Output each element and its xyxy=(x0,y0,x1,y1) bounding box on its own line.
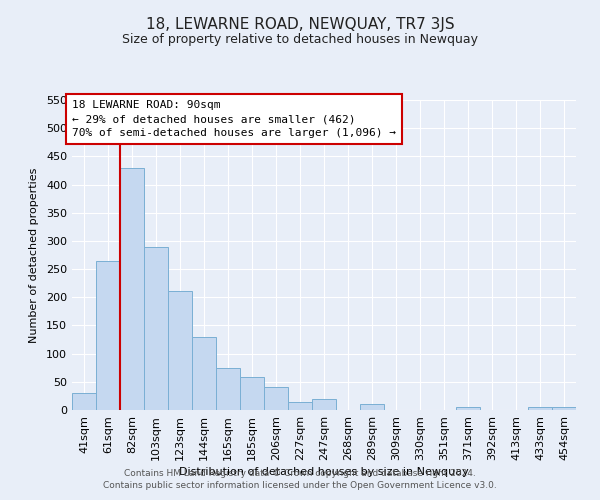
Bar xyxy=(528,407,552,410)
Bar xyxy=(192,336,216,410)
Bar xyxy=(456,407,480,410)
Bar xyxy=(120,168,144,410)
Text: Contains HM Land Registry data © Crown copyright and database right 2024.: Contains HM Land Registry data © Crown c… xyxy=(124,468,476,477)
Text: Size of property relative to detached houses in Newquay: Size of property relative to detached ho… xyxy=(122,32,478,46)
Bar xyxy=(288,402,312,410)
Y-axis label: Number of detached properties: Number of detached properties xyxy=(29,168,39,342)
Bar xyxy=(72,393,96,410)
Text: 18, LEWARNE ROAD, NEWQUAY, TR7 3JS: 18, LEWARNE ROAD, NEWQUAY, TR7 3JS xyxy=(146,18,454,32)
Bar xyxy=(360,404,384,410)
Text: 18 LEWARNE ROAD: 90sqm
← 29% of detached houses are smaller (462)
70% of semi-de: 18 LEWARNE ROAD: 90sqm ← 29% of detached… xyxy=(72,100,396,138)
Text: Contains public sector information licensed under the Open Government Licence v3: Contains public sector information licen… xyxy=(103,481,497,490)
Bar xyxy=(264,388,288,410)
Bar xyxy=(168,290,192,410)
Bar xyxy=(240,378,264,410)
Bar xyxy=(312,398,336,410)
Bar xyxy=(216,368,240,410)
Bar xyxy=(552,407,576,410)
X-axis label: Distribution of detached houses by size in Newquay: Distribution of detached houses by size … xyxy=(179,467,469,477)
Bar xyxy=(144,246,168,410)
Bar xyxy=(96,260,120,410)
